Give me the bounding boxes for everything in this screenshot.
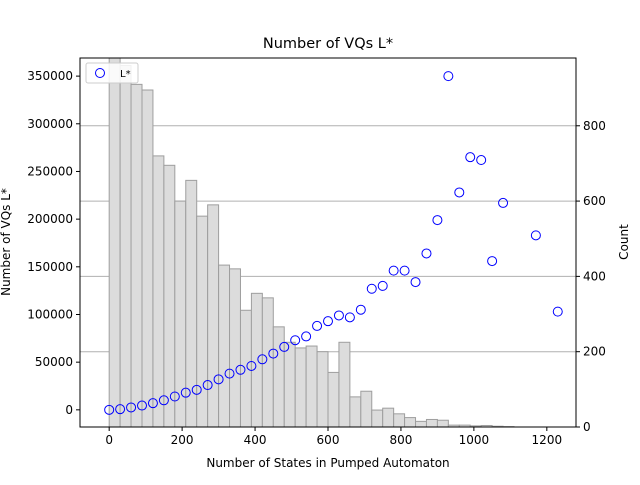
histogram-bar (426, 419, 437, 427)
histogram-bar (197, 216, 208, 427)
histogram-bar (153, 156, 164, 427)
chart-title: Number of VQs L* (263, 36, 393, 52)
histogram-bar (109, 58, 120, 427)
y-tick-label: 250000 (27, 164, 73, 178)
histogram-bar (317, 352, 328, 427)
y-tick-label: 150000 (27, 260, 73, 274)
x-tick-label: 600 (317, 433, 340, 447)
histogram-bar (240, 310, 251, 427)
histogram-bar (295, 348, 306, 427)
histogram-bar (142, 90, 153, 427)
y-tick-label: 0 (65, 403, 73, 417)
histogram-bar (164, 165, 175, 427)
histogram-bar (175, 201, 186, 427)
histogram-bar (350, 397, 361, 427)
histogram-bar (383, 408, 394, 427)
histogram-bar (416, 421, 427, 427)
histogram-bar (361, 391, 372, 427)
right-y-axis-title: Count (617, 224, 631, 260)
y-tick-label: 300000 (27, 117, 73, 131)
right-tick-label: 0 (583, 420, 591, 434)
x-tick-label: 1200 (532, 433, 563, 447)
histogram-bar (186, 180, 197, 427)
right-tick-label: 400 (583, 269, 606, 283)
x-tick-label: 400 (244, 433, 267, 447)
x-tick-label: 200 (171, 433, 194, 447)
y-tick-label: 50000 (35, 355, 73, 369)
histogram-bar (405, 418, 416, 427)
histogram-bar (273, 327, 284, 427)
y-tick-label: 350000 (27, 69, 73, 83)
x-tick-label: 0 (105, 433, 113, 447)
histogram-bar (284, 342, 295, 427)
y-tick-label: 200000 (27, 212, 73, 226)
histogram-bar (372, 410, 383, 427)
legend-label: L* (120, 69, 131, 80)
right-tick-label: 800 (583, 119, 606, 133)
left-y-axis-title: Number of VQs L* (0, 188, 13, 296)
right-tick-label: 600 (583, 194, 606, 208)
histogram-bar (339, 342, 350, 427)
x-tick-label: 1000 (459, 433, 490, 447)
histogram-bar (306, 346, 317, 427)
histogram-bar (230, 269, 241, 427)
y-tick-label: 100000 (27, 307, 73, 321)
histogram-bar (219, 265, 230, 427)
legend: L* (86, 63, 138, 83)
histogram-bar (251, 293, 262, 427)
histogram-bar (328, 372, 339, 427)
x-tick-label: 800 (389, 433, 412, 447)
right-tick-label: 200 (583, 345, 606, 359)
histogram-bar (120, 66, 131, 427)
histogram-bar (131, 84, 142, 427)
histogram-bar (262, 298, 273, 427)
histogram-bar (394, 414, 405, 427)
x-axis-title: Number of States in Pumped Automaton (206, 456, 449, 470)
histogram-bar (437, 420, 448, 427)
histogram-bar (208, 205, 219, 427)
